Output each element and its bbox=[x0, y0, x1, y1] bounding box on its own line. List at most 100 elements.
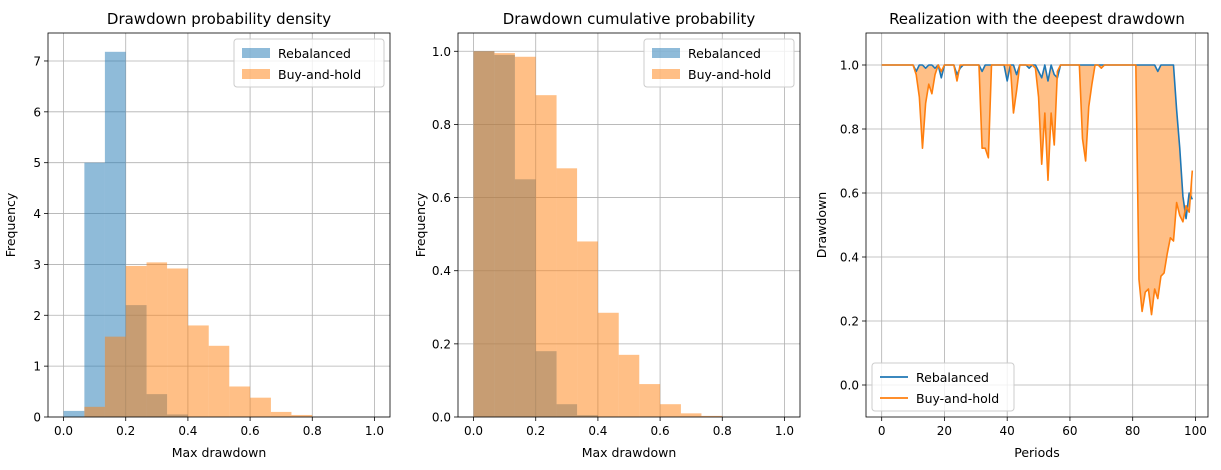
histogram-bar bbox=[660, 404, 681, 417]
histogram-bar bbox=[84, 162, 105, 417]
x-tick-label: 0.6 bbox=[651, 424, 670, 438]
histogram-bar bbox=[146, 262, 168, 417]
histogram-bar bbox=[597, 312, 619, 417]
x-axis-label: Max drawdown bbox=[172, 445, 267, 460]
x-tick-label: 0.4 bbox=[588, 424, 607, 438]
x-tick-label: 60 bbox=[1062, 424, 1077, 438]
histogram-bar bbox=[187, 325, 209, 417]
legend-label: Rebalanced bbox=[278, 46, 351, 61]
histogram-bar bbox=[680, 413, 702, 417]
x-tick-label: 0.0 bbox=[54, 424, 73, 438]
y-axis-label: Frequency bbox=[3, 192, 18, 257]
legend: Rebalanced Buy-and-hold bbox=[871, 362, 1015, 412]
y-tick-label: 1.0 bbox=[432, 45, 451, 59]
histogram-bar bbox=[556, 168, 578, 417]
legend-frame bbox=[233, 38, 385, 88]
plot-area bbox=[473, 51, 723, 418]
chart-panel-1: 0.0 0.2 0.4 0.6 0.8 1.0 0 1 2 3 4 5 6 7 Drawdown proba… bbox=[3, 10, 391, 460]
legend-label: Buy-and-hold bbox=[916, 391, 999, 406]
plot-area bbox=[63, 51, 313, 417]
legend-swatch bbox=[652, 69, 680, 79]
histogram-bar bbox=[63, 410, 85, 417]
tick-labels: 0.0 0.2 0.4 0.6 0.8 1.0 0 1 2 3 4 5 6 7 bbox=[33, 54, 384, 438]
histogram-bar bbox=[291, 414, 313, 417]
histogram-bar bbox=[167, 268, 188, 417]
y-tick-label: 3 bbox=[33, 258, 41, 272]
x-tick-label: 0.8 bbox=[303, 424, 322, 438]
legend-swatch bbox=[652, 48, 680, 58]
plot-area bbox=[881, 64, 1194, 316]
x-tick-label: 80 bbox=[1125, 424, 1140, 438]
x-axis-label: Periods bbox=[1014, 445, 1060, 460]
series-buy-and-hold bbox=[84, 262, 313, 417]
histogram-bar bbox=[473, 51, 495, 418]
axes-frame bbox=[457, 32, 801, 418]
y-tick-label: 5 bbox=[33, 156, 41, 170]
histogram-bar bbox=[84, 406, 105, 417]
histogram-bar bbox=[639, 384, 661, 417]
legend: Rebalanced Buy-and-hold bbox=[233, 38, 385, 88]
tick-labels: 0.0 0.2 0.4 0.6 0.8 1.0 0.0 0.2 0.4 0.6 0.8 1.0 bbox=[432, 45, 794, 438]
histogram-bar bbox=[535, 95, 557, 418]
series-buy-and-hold bbox=[473, 51, 723, 418]
line-buy-and-hold bbox=[881, 64, 1194, 316]
chart-title: Drawdown cumulative probability bbox=[503, 10, 756, 28]
y-tick-label: 4 bbox=[33, 207, 41, 221]
line-rebalanced bbox=[881, 64, 1194, 220]
x-axis-label: Max drawdown bbox=[582, 445, 677, 460]
y-tick-label: 7 bbox=[33, 54, 41, 68]
legend-swatch bbox=[242, 48, 270, 58]
histogram-bar bbox=[208, 345, 230, 417]
legend-label: Rebalanced bbox=[688, 46, 761, 61]
y-tick-label: 0.2 bbox=[840, 315, 859, 329]
chart-title: Realization with the deepest drawdown bbox=[889, 10, 1185, 28]
tick-labels: 0 20 40 60 80 100 0.0 0.2 0.4 0.6 0.8 1.0 bbox=[840, 59, 1207, 439]
y-axis-label: Drawdown bbox=[814, 192, 829, 258]
y-axis-label: Frequency bbox=[413, 192, 428, 257]
chart-title: Drawdown probability density bbox=[107, 10, 331, 28]
histogram-bar bbox=[618, 354, 640, 417]
legend: Rebalanced Buy-and-hold bbox=[643, 38, 795, 88]
axes-frame bbox=[865, 32, 1209, 418]
x-tick-label: 0 bbox=[878, 424, 886, 438]
histogram-bar bbox=[125, 265, 147, 417]
y-tick-label: 6 bbox=[33, 105, 41, 119]
histogram-bar bbox=[577, 241, 598, 417]
histogram-bar bbox=[701, 415, 723, 417]
histogram-bar bbox=[250, 397, 271, 417]
y-tick-label: 2 bbox=[33, 309, 41, 323]
legend-frame bbox=[643, 38, 795, 88]
histogram-bar bbox=[514, 56, 536, 418]
x-tick-label: 0.8 bbox=[713, 424, 732, 438]
y-tick-label: 0.0 bbox=[432, 411, 451, 425]
y-tick-label: 0.2 bbox=[432, 337, 451, 351]
x-tick-label: 20 bbox=[937, 424, 952, 438]
y-tick-label: 0 bbox=[33, 411, 41, 425]
x-tick-label: 100 bbox=[1184, 424, 1207, 438]
y-tick-label: 0.6 bbox=[432, 191, 451, 205]
x-tick-label: 1.0 bbox=[775, 424, 794, 438]
y-tick-label: 1.0 bbox=[840, 59, 859, 73]
histogram-bar bbox=[104, 51, 126, 417]
x-tick-label: 0.4 bbox=[178, 424, 197, 438]
y-tick-label: 0.8 bbox=[432, 118, 451, 132]
histogram-bar bbox=[104, 336, 126, 417]
y-tick-label: 0.4 bbox=[840, 251, 859, 265]
legend-frame bbox=[871, 362, 1015, 412]
legend-label: Buy-and-hold bbox=[688, 67, 771, 82]
histogram-bar bbox=[494, 53, 515, 417]
histogram-bar bbox=[229, 386, 251, 417]
x-tick-label: 0.0 bbox=[464, 424, 483, 438]
axes-frame bbox=[47, 32, 391, 418]
y-tick-label: 0.4 bbox=[432, 264, 451, 278]
chart-panel-3: 0 20 40 60 80 100 0.0 0.2 0.4 0.6 0.8 1.0 Realizatio… bbox=[814, 10, 1209, 460]
y-tick-label: 0.6 bbox=[840, 187, 859, 201]
legend-swatch bbox=[242, 69, 270, 79]
x-tick-label: 1.0 bbox=[365, 424, 384, 438]
y-tick-label: 1 bbox=[33, 360, 41, 374]
y-tick-label: 0.8 bbox=[840, 123, 859, 137]
x-tick-label: 0.2 bbox=[116, 424, 135, 438]
legend-label: Buy-and-hold bbox=[278, 67, 361, 82]
drawdown-gap-fill bbox=[881, 65, 1193, 315]
